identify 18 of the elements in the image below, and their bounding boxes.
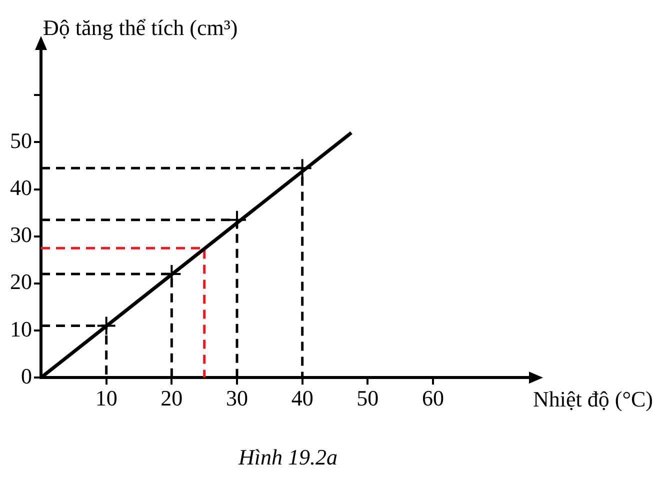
text: Hình 19.2a [238,444,338,470]
x-tick-label: 10 [95,386,118,411]
x-tick-label: 20 [160,386,183,411]
x-tick-label: 30 [226,386,248,411]
x-tick-label: 50 [356,386,379,411]
point [96,316,116,336]
y-axis-title: Độ tăng thể tích (cm³) [43,14,238,40]
y-tick-label: 0 [21,363,32,388]
point [227,210,247,230]
y-tick-label: 20 [10,269,32,294]
y-tick-label: 50 [10,128,32,153]
x-tick-label: 40 [291,386,314,411]
y-tick-label: 30 [10,222,32,248]
x-tick-label: 60 [422,386,444,411]
y-tick-label: 40 [10,175,32,200]
point [292,158,312,178]
y-tick-label: 10 [10,316,32,342]
x-axis-title: Nhiệt độ (°C) [533,386,654,412]
